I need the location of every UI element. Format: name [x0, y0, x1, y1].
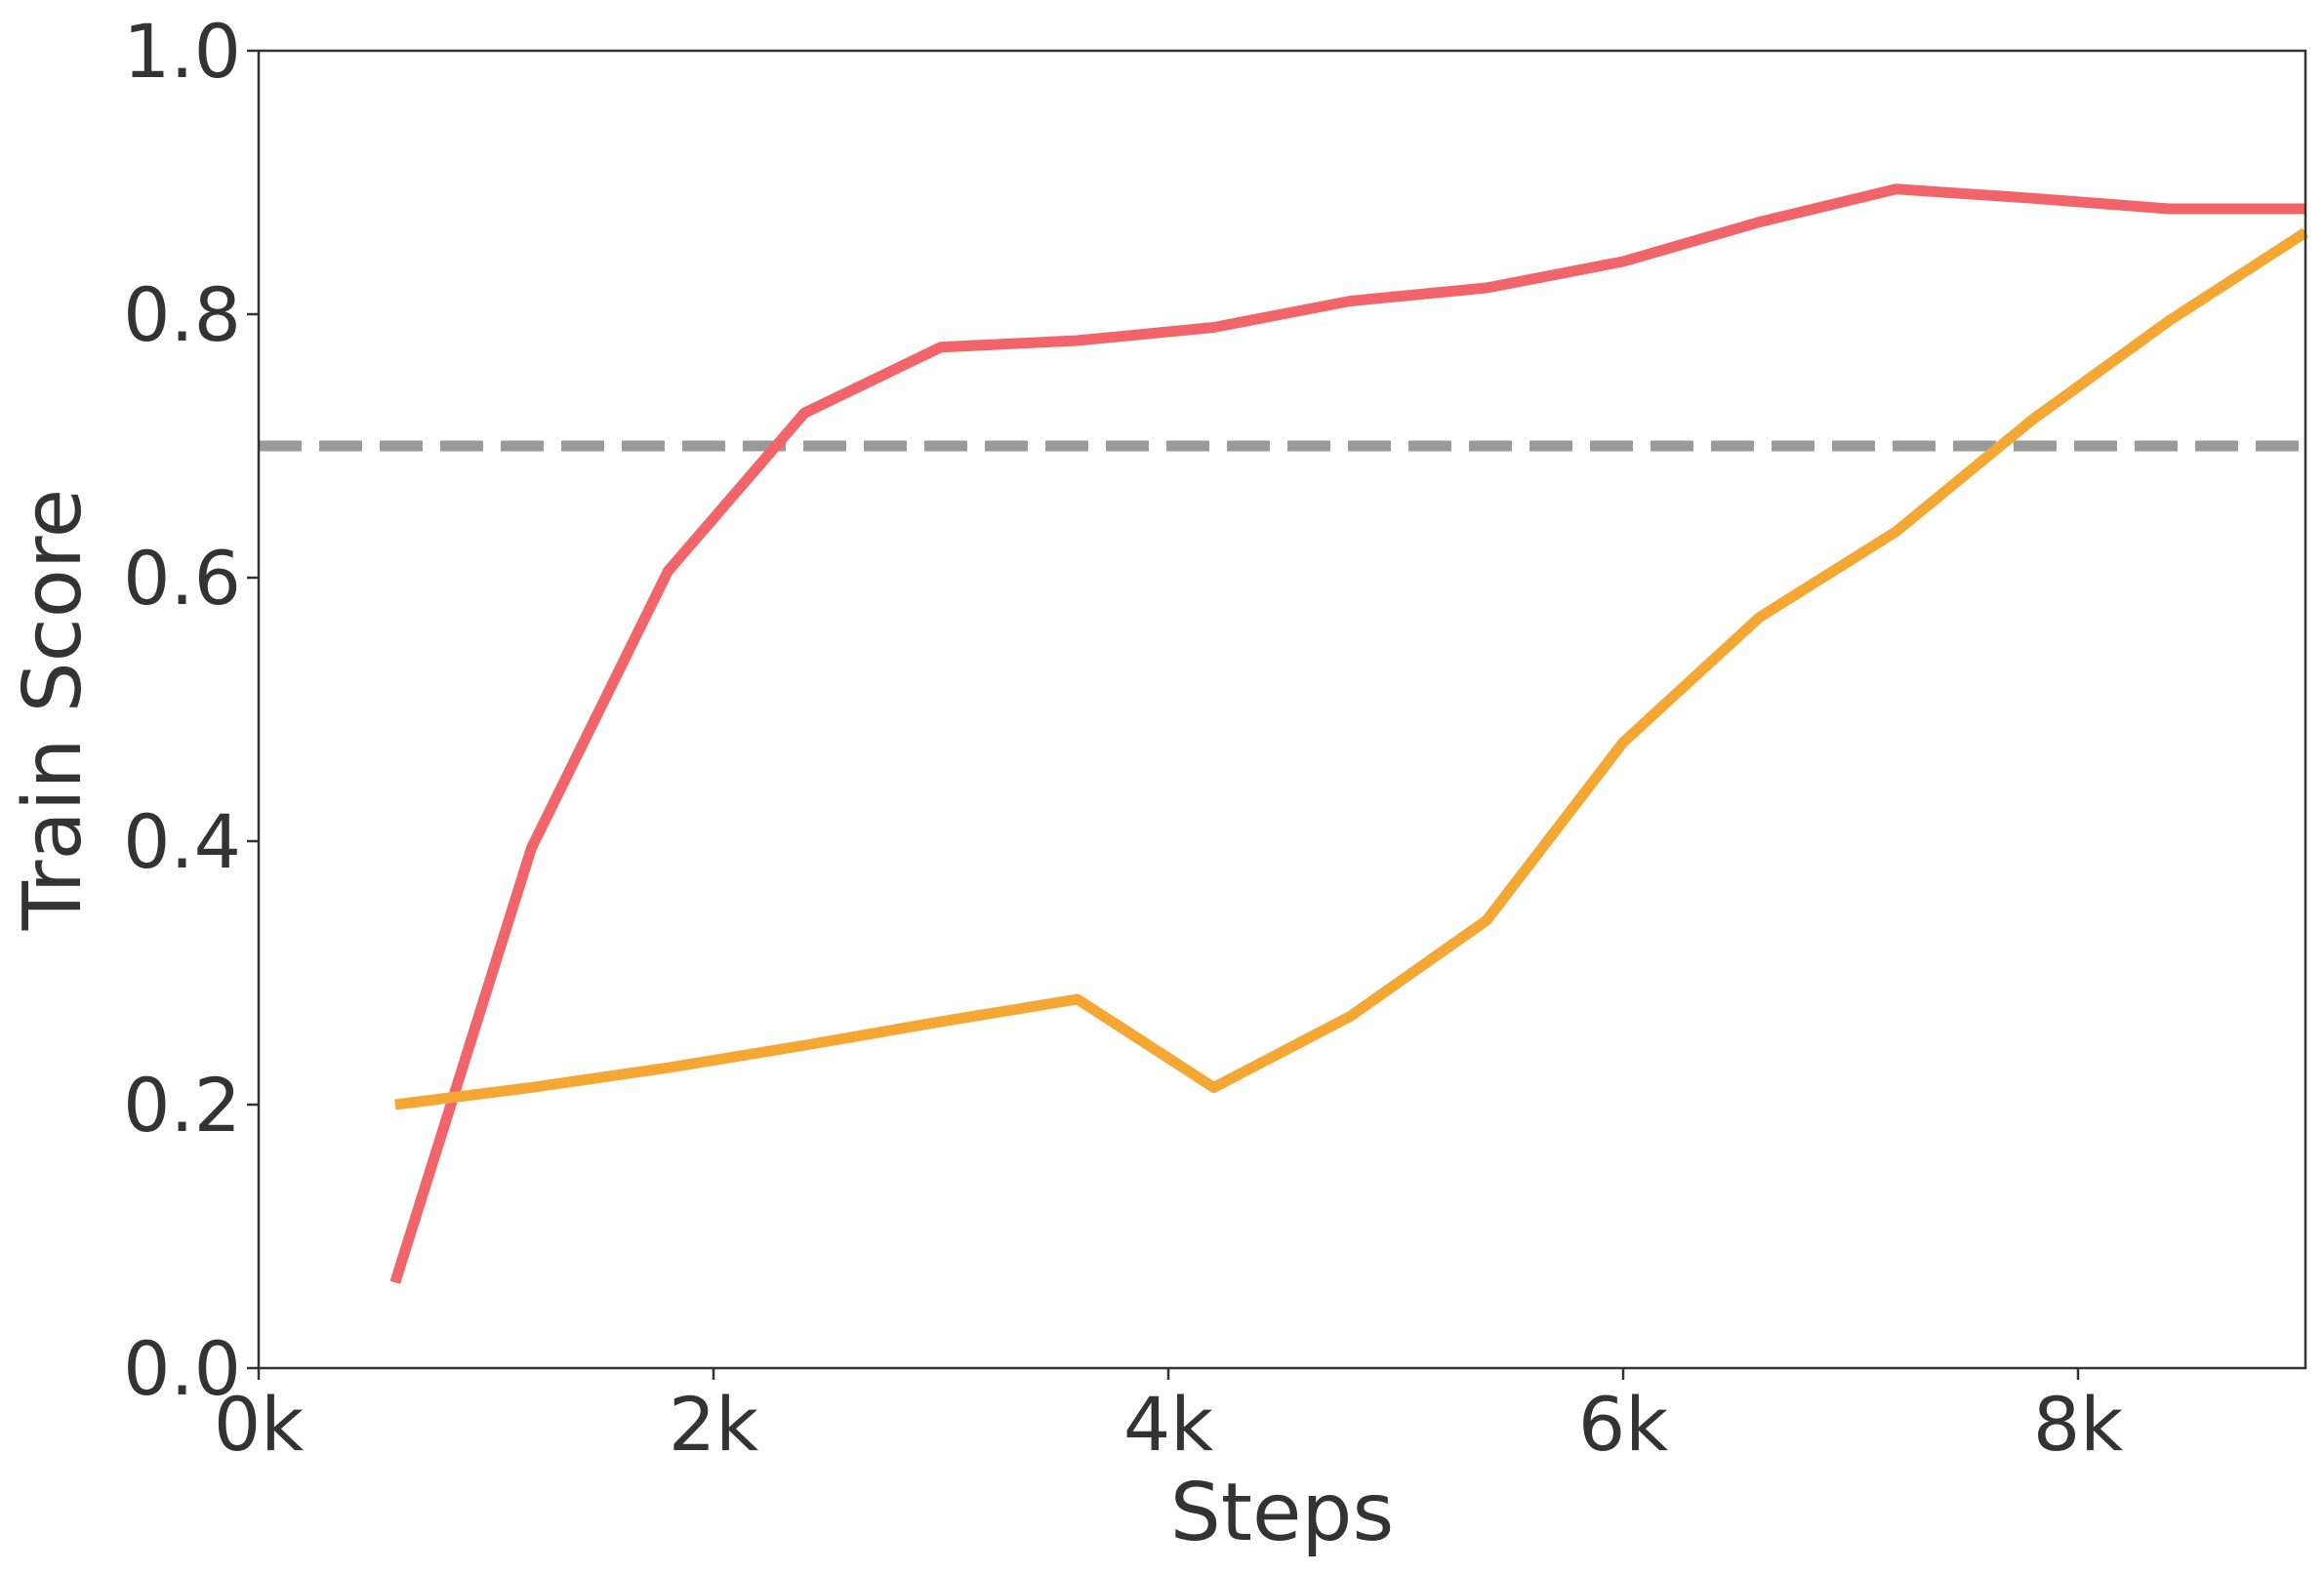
x-tick-label: 8k: [2033, 1381, 2123, 1468]
x-axis-label: Steps: [1170, 1467, 1394, 1559]
x-tick-label: 6k: [1578, 1381, 1668, 1468]
y-tick-label: 0.0: [123, 1325, 241, 1412]
x-tick-label: 2k: [669, 1381, 758, 1468]
y-axis-ticks: 0.0 0.2 0.4 0.6 0.8 1.0: [123, 8, 259, 1412]
y-tick-label: 0.8: [123, 271, 241, 358]
series-line-2: [394, 227, 2308, 1110]
x-tick-label: 4k: [1123, 1381, 1213, 1468]
plot-frame: [257, 49, 2307, 1370]
y-tick-label: 0.2: [123, 1062, 241, 1149]
y-tick-label: 0.6: [123, 535, 241, 622]
x-tick-label: 0k: [214, 1381, 304, 1468]
y-tick-label: 0.4: [123, 798, 241, 885]
y-tick-label: 1.0: [123, 8, 241, 95]
x-axis-ticks: 0k 2k 4k 6k 8k: [214, 1368, 2123, 1468]
y-axis-label: Train Score: [7, 489, 100, 931]
series-line-1: [389, 183, 2305, 1284]
series-layer: [389, 183, 2308, 1284]
